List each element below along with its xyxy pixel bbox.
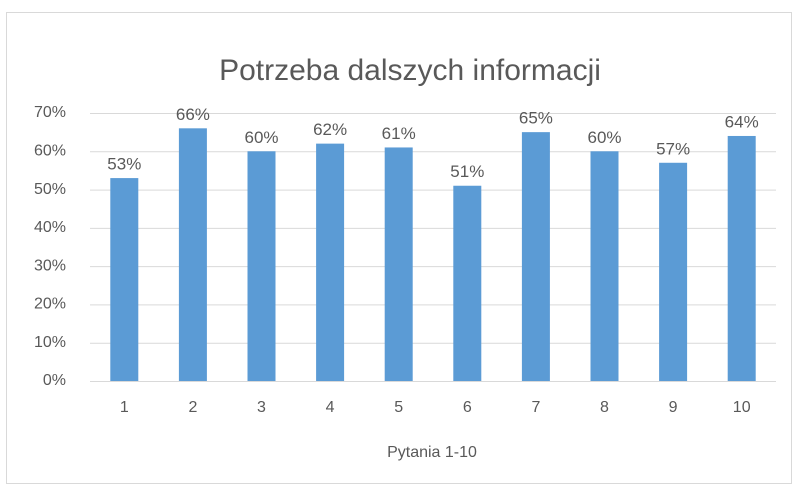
y-tick-label: 40% bbox=[34, 219, 66, 236]
y-tick-label: 10% bbox=[34, 334, 66, 351]
x-tick-label: 6 bbox=[463, 399, 472, 416]
x-tick-label: 4 bbox=[326, 399, 335, 416]
data-label: 57% bbox=[656, 139, 690, 158]
x-tick-label: 7 bbox=[531, 399, 540, 416]
bar bbox=[659, 162, 688, 381]
data-label: 53% bbox=[107, 155, 141, 174]
data-label: 60% bbox=[244, 128, 278, 147]
data-label: 64% bbox=[725, 112, 759, 131]
data-label: 60% bbox=[587, 128, 621, 147]
bar bbox=[727, 135, 756, 381]
bar bbox=[247, 151, 276, 381]
bar bbox=[178, 128, 207, 381]
bar bbox=[384, 147, 413, 381]
x-tick-label: 10 bbox=[733, 399, 751, 416]
x-tick-label: 5 bbox=[394, 399, 403, 416]
data-label: 51% bbox=[450, 162, 484, 181]
y-tick-label: 70% bbox=[34, 104, 66, 121]
data-label: 62% bbox=[313, 120, 347, 139]
bar bbox=[453, 185, 482, 381]
y-tick-label: 60% bbox=[34, 143, 66, 160]
x-axis-label: Pytania 1-10 bbox=[387, 444, 477, 461]
y-tick-label: 0% bbox=[43, 372, 66, 389]
y-tick-label: 20% bbox=[34, 296, 66, 313]
data-label: 65% bbox=[519, 109, 553, 128]
bar bbox=[110, 178, 139, 381]
x-tick-label: 9 bbox=[669, 399, 678, 416]
bar bbox=[316, 143, 345, 381]
chart-title: Potrzeba dalszych informacji bbox=[219, 54, 601, 87]
data-label: 66% bbox=[176, 105, 210, 124]
bar bbox=[521, 132, 550, 381]
bar bbox=[590, 151, 619, 381]
x-tick-label: 2 bbox=[188, 399, 197, 416]
y-tick-label: 30% bbox=[34, 257, 66, 274]
x-tick-label: 1 bbox=[120, 399, 129, 416]
x-tick-label: 8 bbox=[600, 399, 609, 416]
data-label: 61% bbox=[382, 124, 416, 143]
y-tick-label: 50% bbox=[34, 181, 66, 198]
x-tick-label: 3 bbox=[257, 399, 266, 416]
